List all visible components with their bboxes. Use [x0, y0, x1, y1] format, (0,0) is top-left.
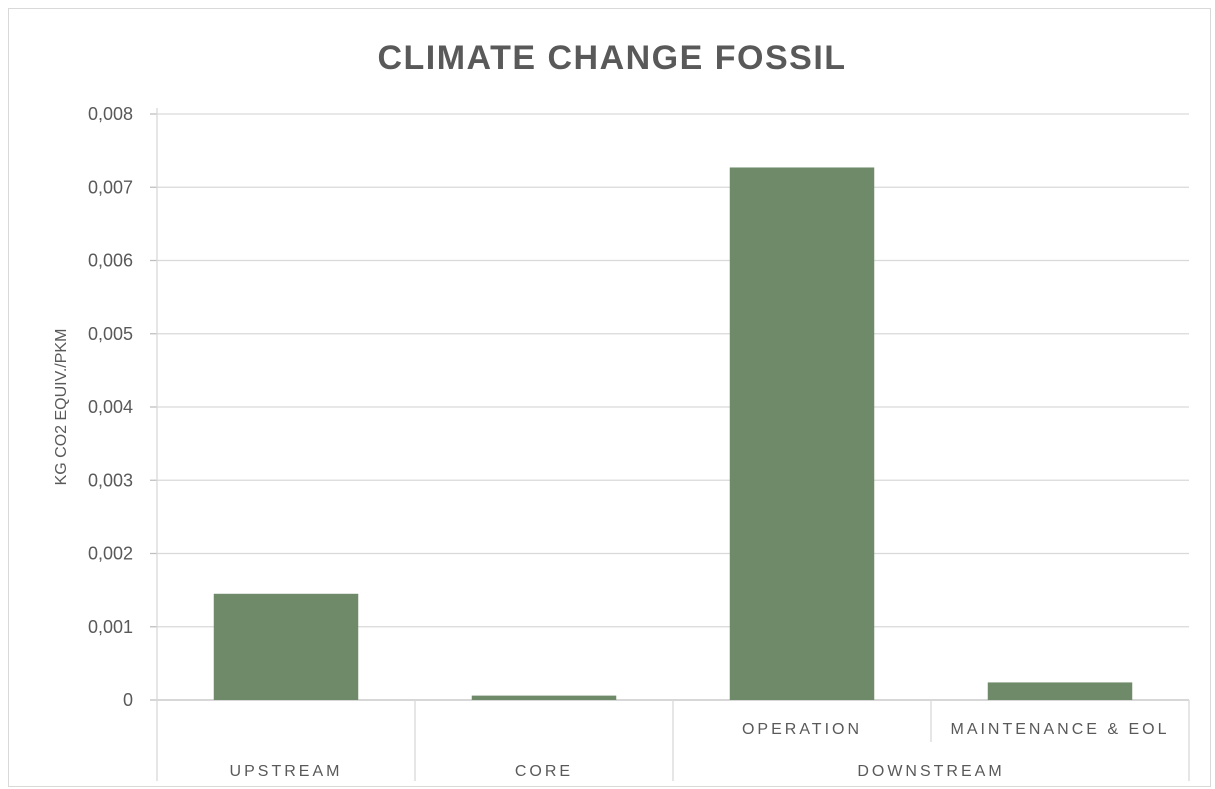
group-label: UPSTREAM — [230, 763, 343, 780]
x-axis: OPERATION MAINTENANCE & EOL UPSTREAM CORE DO… — [156, 700, 1190, 781]
y-tick-label: 0,002 — [88, 544, 133, 564]
bar — [471, 695, 617, 700]
category-label: OPERATION — [742, 721, 862, 738]
group-label: CORE — [515, 763, 573, 780]
bar — [213, 593, 359, 700]
bar — [987, 682, 1133, 700]
y-tick-label: 0,007 — [88, 177, 133, 197]
y-tick-label: 0,003 — [88, 470, 133, 490]
chart-title: CLIMATE CHANGE FOSSIL — [377, 39, 846, 77]
group-label: DOWNSTREAM — [857, 763, 1004, 780]
y-tick-label: 0,008 — [88, 104, 133, 124]
y-tick-label: 0,001 — [88, 617, 133, 637]
chart-frame — [8, 8, 1211, 787]
y-tick-label: 0 — [123, 690, 133, 710]
bar — [729, 167, 875, 700]
y-tick-labels: 0 0,001 0,002 0,003 0,004 0,005 0,006 0,007 0,00… — [88, 104, 133, 710]
category-label: MAINTENANCE & EOL — [950, 721, 1169, 738]
bars — [213, 167, 1133, 700]
y-tick-label: 0,006 — [88, 251, 133, 271]
y-tick-label: 0,004 — [88, 397, 133, 417]
y-axis-label: KG CO2 EQUIV./PKM — [53, 329, 70, 486]
y-tick-label: 0,005 — [88, 324, 133, 344]
